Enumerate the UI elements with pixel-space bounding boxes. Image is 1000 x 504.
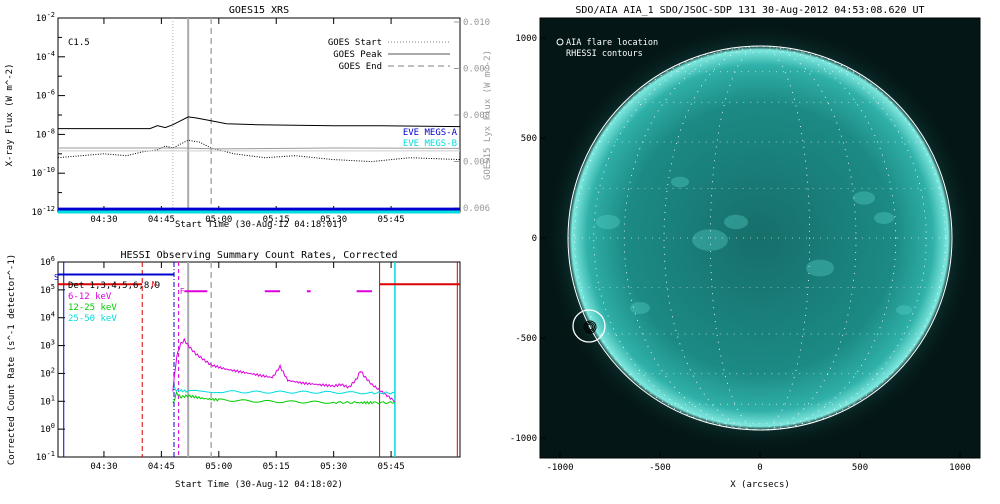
hessi-ytick-label: 106	[40, 255, 55, 268]
goes-xtick-label: 05:00	[205, 215, 232, 225]
goes-xtick-label: 05:30	[320, 215, 347, 225]
goes-y2tick-label: 0.009	[463, 65, 490, 75]
goes-y2tick-label: 0.010	[463, 18, 490, 28]
hessi-flag-s: S	[54, 273, 59, 282]
goes-series-line-0	[58, 116, 461, 130]
hessi-title: HESSI Observing Summary Count Rates, Cor…	[121, 250, 398, 261]
goes-legend-label: GOES End	[339, 62, 382, 72]
aia-active-region	[671, 176, 689, 188]
goes-title: GOES15 XRS	[229, 5, 289, 16]
aia-limb-circle	[567, 45, 953, 431]
goes-xtick-label: 04:45	[148, 215, 175, 225]
hessi-plot-frame	[57, 261, 461, 458]
aia-xtick-label: 0	[757, 463, 762, 473]
goes-xlabel: Start Time (30-Aug-12 04:18:01)	[175, 220, 343, 230]
aia-rhessi-contour	[585, 322, 595, 332]
aia-ytick-label: 0	[532, 234, 537, 244]
hessi-legend-label: Det 1,3,4,5,6,8,9	[68, 281, 160, 291]
hessi-legend-label: 6-12 keV	[68, 292, 112, 302]
goes-eve-label: EVE MEGS-A	[403, 128, 458, 138]
aia-grid-longitude	[709, 45, 811, 431]
goes-y2tick-label: 0.006	[463, 204, 490, 214]
hessi-legend-label: 12-25 keV	[68, 303, 117, 313]
hessi-xlabel: Start Time (30-Aug-12 04:18:02)	[175, 480, 343, 490]
hessi-ytick-label: 105	[40, 283, 55, 296]
aia-title: SDO/AIA AIA_1 SDO/JSOC-SDP 131 30-Aug-20…	[575, 5, 924, 16]
goes-series-line-2	[58, 147, 461, 150]
aia-legend-label: AIA flare location	[566, 38, 658, 48]
aia-xtick-label: 500	[852, 463, 868, 473]
goes-ytick-label: 10-2	[36, 11, 55, 24]
goes-xtick-label: 05:45	[378, 215, 405, 225]
goes-eve-label: EVE MEGS-B	[403, 139, 457, 149]
aia-xtick-label: -1000	[546, 463, 573, 473]
aia-active-region	[896, 305, 912, 315]
aia-grid-longitude	[663, 45, 857, 431]
aia-ytick-label: -500	[515, 334, 537, 344]
hessi-xtick-label: 05:00	[205, 462, 232, 472]
goes-y2tick-label: 0.007	[463, 158, 490, 168]
aia-active-region	[630, 302, 650, 314]
aia-ytick-label: 500	[521, 134, 537, 144]
hessi-flag-f: F	[180, 287, 185, 296]
hessi-ytick-label: 101	[40, 394, 55, 407]
aia-rhessi-contour	[586, 323, 594, 331]
aia-active-region	[853, 191, 875, 205]
aia-grid-longitude	[593, 45, 927, 431]
goes-ytick-label: 10-8	[36, 127, 55, 140]
goes-ytick-label: 10-6	[36, 89, 55, 102]
aia-active-region	[724, 214, 748, 230]
goes-legend-label: GOES Peak	[333, 50, 382, 60]
hessi-xtick-label: 05:45	[378, 462, 405, 472]
aia-legend-label: RHESSI contours	[566, 49, 643, 59]
aia-ytick-label: -1000	[510, 434, 537, 444]
aia-flare-marker	[572, 309, 606, 343]
goes-ylabel: X-ray Flux (W m^-2)	[5, 64, 15, 167]
hessi-xtick-label: 05:15	[263, 462, 290, 472]
goes-y2label: GOES15 Lyx Flux (W m^-2)	[483, 50, 493, 180]
aia-active-region	[874, 212, 894, 224]
aia-active-region	[806, 259, 834, 277]
hessi-flag-n: N	[152, 280, 157, 289]
goes-ytick-label: 10-10	[32, 166, 56, 179]
goes-xtick-label: 04:30	[90, 215, 117, 225]
aia-xlabel: X (arcsecs)	[730, 480, 790, 490]
hessi-xtick-label: 04:30	[90, 462, 117, 472]
goes-class-label: C1.5	[68, 38, 90, 48]
hessi-ytick-label: 100	[40, 422, 55, 435]
hessi-series-line-1	[172, 391, 395, 405]
hessi-ylabel: Corrected Count Rate (s^-1 detector^-1)	[7, 254, 17, 465]
aia-active-region	[596, 214, 620, 230]
hessi-xtick-label: 05:30	[320, 462, 347, 472]
aia-sun-disk	[568, 46, 952, 430]
hessi-ytick-label: 103	[40, 339, 55, 352]
goes-legend-label: GOES Start	[328, 38, 382, 48]
hessi-ytick-label: 10-1	[36, 450, 55, 463]
hessi-series-line-2	[172, 386, 396, 395]
aia-xtick-label: -500	[649, 463, 671, 473]
goes-ytick-label: 10-4	[36, 50, 55, 63]
goes-y2tick-label: 0.008	[463, 111, 490, 121]
aia-ytick-label: 1000	[515, 34, 537, 44]
aia-rhessi-contour	[583, 320, 597, 334]
aia-image-group	[540, 18, 980, 458]
goes-plot-frame	[57, 17, 461, 213]
hessi-xtick-label: 04:45	[148, 462, 175, 472]
hessi-ytick-label: 102	[40, 366, 55, 379]
goes-ytick-label: 10-12	[32, 205, 56, 218]
hessi-series-line-0	[172, 337, 395, 403]
goes-xtick-label: 05:15	[263, 215, 290, 225]
hessi-legend-label: 25-50 keV	[68, 314, 117, 324]
aia-xtick-label: 1000	[949, 463, 971, 473]
hessi-ytick-label: 104	[40, 311, 55, 324]
aia-legend-marker	[556, 38, 564, 46]
aia-active-region	[692, 229, 728, 251]
